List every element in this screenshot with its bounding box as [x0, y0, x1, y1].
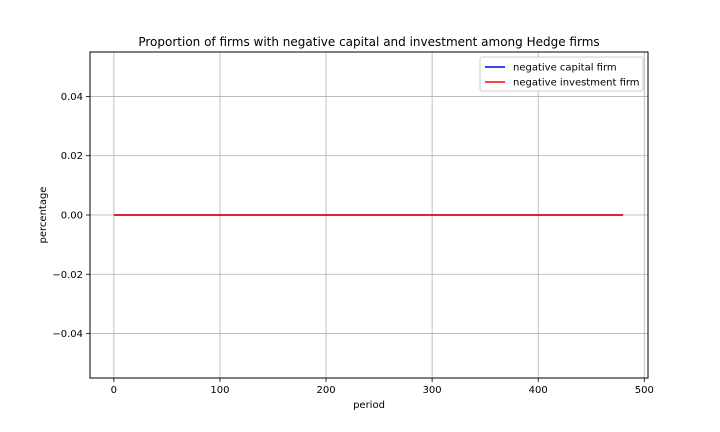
- x-tick-label: 500: [635, 385, 654, 396]
- chart-title: Proportion of firms with negative capita…: [138, 35, 599, 49]
- legend-box: [479, 56, 644, 92]
- x-axis-ticks: 0 100 200 300 400 500: [111, 378, 654, 396]
- y-tick-label: −0.04: [52, 329, 83, 340]
- legend: negative capital firm negative investment…: [479, 56, 644, 92]
- y-axis-ticks: −0.04 −0.02 0.00 0.02 0.04: [52, 92, 90, 340]
- y-tick-label: 0.04: [61, 92, 83, 103]
- y-tick-label: −0.02: [52, 270, 83, 281]
- y-axis-label: percentage: [38, 187, 49, 244]
- x-tick-label: 0: [111, 385, 117, 396]
- x-tick-label: 400: [529, 385, 548, 396]
- legend-label-2: negative investment firm: [513, 78, 640, 89]
- x-tick-label: 100: [210, 385, 229, 396]
- y-tick-label: 0.00: [61, 211, 83, 222]
- x-tick-label: 300: [423, 385, 442, 396]
- y-tick-label: 0.02: [61, 151, 83, 162]
- legend-label-1: negative capital firm: [513, 63, 617, 74]
- x-tick-label: 200: [316, 385, 335, 396]
- x-axis-label: period: [353, 400, 385, 411]
